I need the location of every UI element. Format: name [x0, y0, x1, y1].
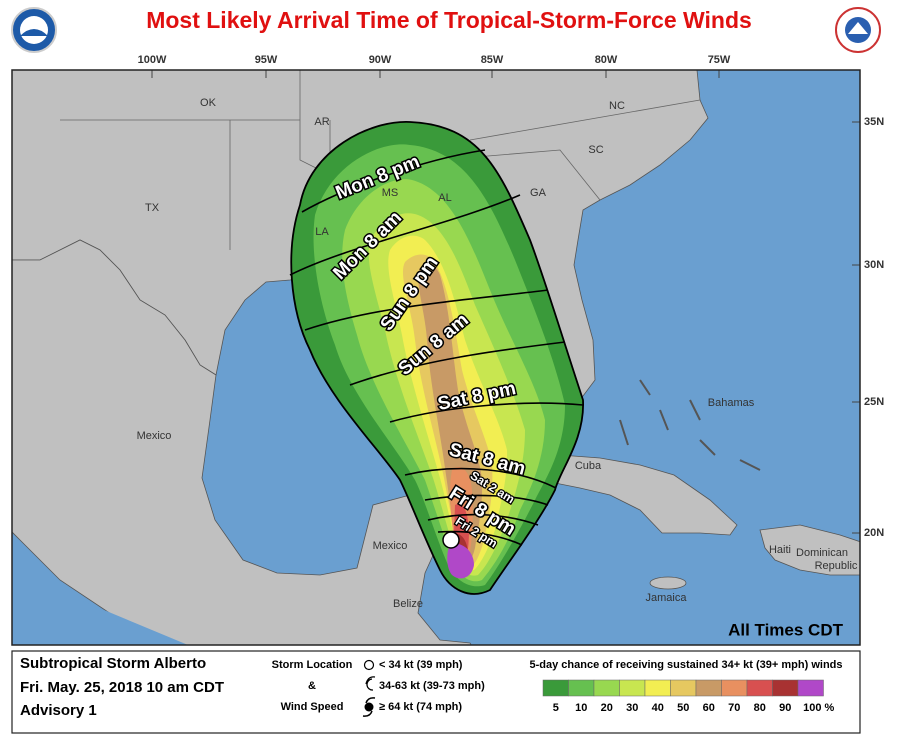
scale-title: 5-day chance of receiving sustained 34+ …: [530, 659, 843, 671]
key-entry: < 34 kt (39 mph): [379, 659, 463, 671]
scale-label: 30: [626, 702, 638, 714]
key-title: Wind Speed: [281, 701, 344, 713]
key-title: Storm Location: [272, 659, 353, 671]
region-label: SC: [588, 144, 603, 156]
latitude-label: 25N: [864, 396, 884, 408]
storm-info: Advisory 1: [20, 702, 97, 719]
region-label: MS: [382, 187, 399, 199]
scale-swatch: [644, 679, 671, 697]
scale-label: 20: [601, 702, 613, 714]
scale-label: 100 %: [803, 702, 834, 714]
region-label: Republic: [815, 560, 858, 572]
scale-swatch: [695, 679, 722, 697]
scale-label: 90: [779, 702, 791, 714]
scale-label: 60: [703, 702, 715, 714]
region-label: LA: [315, 226, 329, 238]
longitude-label: 85W: [481, 54, 504, 66]
region-label: Mexico: [373, 540, 408, 552]
latitude-label: 30N: [864, 259, 884, 271]
storm-info: Subtropical Storm Alberto: [20, 655, 206, 672]
legend-panel: [11, 650, 861, 734]
region-label: GA: [530, 187, 547, 199]
scale-swatch: [797, 679, 824, 697]
key-title: &: [308, 680, 316, 692]
region-label: Dominican: [796, 547, 848, 559]
probability-swath: [289, 121, 584, 595]
map: [12, 70, 860, 645]
region-label: Mexico: [137, 430, 172, 442]
scale-swatch: [721, 679, 748, 697]
time-zone-note: All Times CDT: [728, 620, 844, 639]
region-label: Haiti: [769, 544, 791, 556]
region-label: Jamaica: [646, 592, 688, 604]
longitude-label: 90W: [369, 54, 392, 66]
map-frame: [11, 69, 861, 646]
region-label: NC: [609, 100, 625, 112]
storm-location: [442, 531, 460, 549]
scale-swatch: [772, 679, 799, 697]
region-label: Cuba: [575, 460, 602, 472]
region-label: OK: [200, 97, 217, 109]
scale-label: 40: [652, 702, 664, 714]
scale-label: 5: [553, 702, 559, 714]
scale-label: 70: [728, 702, 740, 714]
region-label: AL: [438, 192, 451, 204]
scale-swatch: [568, 679, 595, 697]
region-label: Belize: [393, 598, 423, 610]
title: Most Likely Arrival Time of Tropical-Sto…: [146, 7, 752, 33]
scale-swatch: [542, 679, 569, 697]
region-label: TX: [145, 202, 160, 214]
scale-swatch: [746, 679, 773, 697]
noaa-logo: [11, 7, 57, 53]
key-entry: ≥ 64 kt (74 mph): [379, 701, 462, 713]
scale-swatch: [619, 679, 646, 697]
region-label: Bahamas: [708, 397, 755, 409]
key-symbols: [362, 659, 376, 717]
longitude-label: 75W: [708, 54, 731, 66]
nws-logo: [835, 7, 881, 53]
scale-label: 50: [677, 702, 689, 714]
scale-swatch: [670, 679, 697, 697]
scale-label: 80: [754, 702, 766, 714]
latitude-label: 35N: [864, 116, 884, 128]
longitude-label: 80W: [595, 54, 618, 66]
latitude-label: 20N: [864, 527, 884, 539]
scale-label: 10: [575, 702, 587, 714]
region-label: AR: [314, 116, 329, 128]
key-entry: 34-63 kt (39-73 mph): [379, 680, 485, 692]
scale-swatch: [593, 679, 620, 697]
longitude-label: 100W: [138, 54, 167, 66]
longitude-label: 95W: [255, 54, 278, 66]
storm-info: Fri. May. 25, 2018 10 am CDT: [20, 679, 224, 696]
